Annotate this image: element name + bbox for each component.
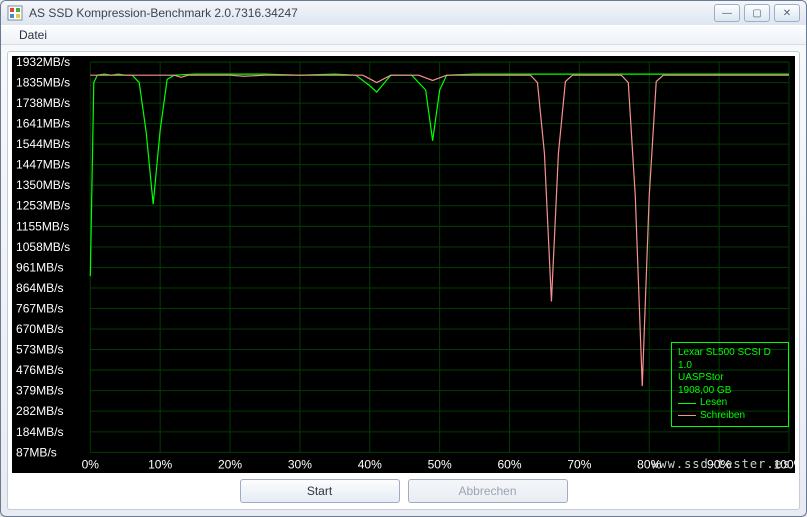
svg-text:1932MB/s: 1932MB/s <box>16 56 70 69</box>
svg-text:10%: 10% <box>148 458 172 472</box>
button-bar: Start Abbrechen <box>8 473 799 509</box>
titlebar: AS SSD Kompression-Benchmark 2.0.7316.34… <box>1 1 806 25</box>
svg-text:30%: 30% <box>288 458 312 472</box>
svg-text:50%: 50% <box>428 458 452 472</box>
start-button[interactable]: Start <box>240 479 400 503</box>
svg-text:60%: 60% <box>497 458 521 472</box>
window-title: AS SSD Kompression-Benchmark 2.0.7316.34… <box>29 6 714 20</box>
svg-text:1641MB/s: 1641MB/s <box>16 117 70 131</box>
app-window: AS SSD Kompression-Benchmark 2.0.7316.34… <box>0 0 807 517</box>
svg-text:70%: 70% <box>567 458 591 472</box>
minimize-button[interactable]: — <box>714 4 740 22</box>
chart-panel: 1932MB/s 1835MB/s 1738MB/s 1641MB/s 1544MB/s… <box>7 51 800 510</box>
legend-read-label: Lesen <box>700 397 727 410</box>
svg-text:1058MB/s: 1058MB/s <box>16 240 70 254</box>
legend-device-name: Lexar SL500 SCSI D <box>678 347 782 360</box>
legend-driver: UASPStor <box>678 372 782 385</box>
svg-text:1447MB/s: 1447MB/s <box>16 158 70 172</box>
cancel-button: Abbrechen <box>408 479 568 503</box>
menubar: Datei <box>1 25 806 45</box>
svg-text:20%: 20% <box>218 458 242 472</box>
svg-text:1738MB/s: 1738MB/s <box>16 97 70 111</box>
svg-text:1155MB/s: 1155MB/s <box>16 220 69 234</box>
app-icon <box>7 5 23 21</box>
watermark-text: www.ssd-tester.es <box>651 457 791 471</box>
legend-capacity: 1908,00 GB <box>678 385 782 398</box>
window-controls: — ▢ ✕ <box>714 4 800 22</box>
svg-text:961MB/s: 961MB/s <box>16 261 63 275</box>
svg-text:670MB/s: 670MB/s <box>16 322 63 336</box>
svg-text:573MB/s: 573MB/s <box>16 343 63 357</box>
svg-text:476MB/s: 476MB/s <box>16 363 63 377</box>
svg-text:87MB/s: 87MB/s <box>16 446 57 460</box>
svg-text:1544MB/s: 1544MB/s <box>16 138 70 152</box>
svg-text:282MB/s: 282MB/s <box>16 405 63 419</box>
legend-write-label: Schreiben <box>700 410 745 423</box>
svg-text:184MB/s: 184MB/s <box>16 425 63 439</box>
svg-text:379MB/s: 379MB/s <box>16 384 63 398</box>
close-button[interactable]: ✕ <box>774 4 800 22</box>
svg-text:1835MB/s: 1835MB/s <box>16 76 70 90</box>
legend-read: Lesen <box>678 397 782 410</box>
maximize-button[interactable]: ▢ <box>744 4 770 22</box>
legend-firmware: 1.0 <box>678 360 782 373</box>
compression-chart: 1932MB/s 1835MB/s 1738MB/s 1641MB/s 1544MB/s… <box>12 56 795 473</box>
svg-text:864MB/s: 864MB/s <box>16 281 63 295</box>
menu-file[interactable]: Datei <box>11 26 55 44</box>
svg-text:0%: 0% <box>82 458 100 472</box>
legend-write: Schreiben <box>678 410 782 423</box>
svg-text:40%: 40% <box>358 458 382 472</box>
svg-text:1253MB/s: 1253MB/s <box>16 199 70 213</box>
svg-text:1350MB/s: 1350MB/s <box>16 179 70 193</box>
legend-box: Lexar SL500 SCSI D 1.0 UASPStor 1908,00 … <box>671 342 789 427</box>
svg-text:767MB/s: 767MB/s <box>16 302 63 316</box>
